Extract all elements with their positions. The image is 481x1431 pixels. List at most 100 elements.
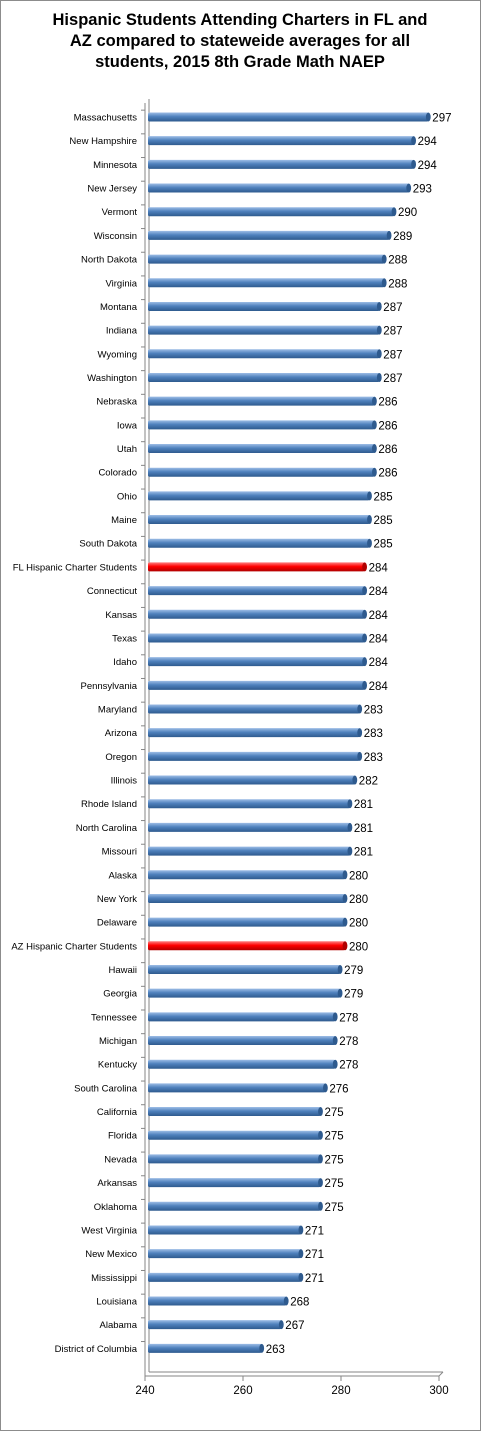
bar-body <box>148 112 429 122</box>
bar-body <box>148 1107 321 1117</box>
category-label: North Carolina <box>76 823 138 834</box>
bar-body <box>148 846 350 856</box>
category-label: Missouri <box>102 847 137 858</box>
category-label: Maryland <box>98 705 137 716</box>
bar-end-cap <box>332 1012 338 1022</box>
bar-body <box>148 704 360 714</box>
bar-body <box>148 680 365 690</box>
value-label: 285 <box>374 515 393 527</box>
bar <box>148 444 377 454</box>
bar-body <box>148 1059 336 1069</box>
bar <box>148 1083 328 1093</box>
bar-body <box>148 870 345 880</box>
x-axis-floor-edge <box>438 1371 444 1377</box>
value-label: 284 <box>369 633 389 645</box>
highlight-bar <box>148 562 367 572</box>
chart-title-line-1: Hispanic Students Attending Charters in … <box>52 11 428 29</box>
value-label: 286 <box>378 420 397 432</box>
bar-body <box>148 1154 321 1164</box>
bar-body <box>148 1320 282 1330</box>
bar-end-cap <box>298 1225 304 1235</box>
bar-end-cap <box>332 1059 338 1069</box>
bar-body <box>148 988 341 998</box>
bar-end-cap <box>367 491 372 501</box>
value-label: 284 <box>369 562 389 574</box>
bar <box>148 586 367 596</box>
bar <box>148 1272 304 1282</box>
bar-body <box>148 183 409 193</box>
category-label: Kansas <box>105 610 137 621</box>
bar <box>148 301 382 311</box>
bar-end-cap <box>372 444 377 454</box>
bar-body <box>148 230 390 240</box>
bar <box>148 207 397 217</box>
category-label: Texas <box>112 633 137 644</box>
value-label: 293 <box>413 184 432 196</box>
value-label: 275 <box>325 1202 344 1214</box>
bar-body <box>148 396 375 406</box>
bar-end-cap <box>318 1130 323 1140</box>
value-label: 279 <box>344 965 363 977</box>
category-label: New York <box>97 894 137 905</box>
bar <box>148 1225 304 1235</box>
bar-end-cap <box>362 586 367 596</box>
category-label: Alabama <box>100 1320 138 1331</box>
value-label: 286 <box>378 397 397 409</box>
bar-end-cap <box>372 396 377 406</box>
category-label: New Hampshire <box>69 136 137 147</box>
bar-body <box>148 657 365 667</box>
bar-body <box>148 822 350 832</box>
value-label: 275 <box>325 1178 344 1190</box>
category-label: New Jersey <box>87 184 137 195</box>
category-label: Ohio <box>117 491 137 502</box>
value-label: 278 <box>339 1012 358 1024</box>
bar-end-cap <box>362 633 367 643</box>
bar-end-cap <box>347 799 353 809</box>
bar <box>148 230 392 240</box>
bar <box>148 136 416 146</box>
category-label: South Dakota <box>79 539 137 550</box>
bar-end-cap <box>318 1178 323 1188</box>
bar <box>148 372 382 382</box>
category-label: Rhode Island <box>81 799 137 810</box>
value-label: 284 <box>369 586 389 598</box>
bar-end-cap <box>337 988 343 998</box>
category-label: Arizona <box>105 728 138 739</box>
value-label: 271 <box>305 1225 324 1237</box>
value-label: 294 <box>418 160 438 172</box>
value-label: 267 <box>285 1320 304 1332</box>
bar-end-cap <box>318 1201 323 1211</box>
value-label: 280 <box>349 870 368 882</box>
bar-end-cap <box>381 278 387 288</box>
bar-end-cap <box>342 941 348 951</box>
bar <box>148 1320 284 1330</box>
bar-body <box>148 1012 336 1022</box>
bar-body <box>148 1130 321 1140</box>
bar-end-cap <box>318 1154 323 1164</box>
bar-end-cap <box>411 136 416 146</box>
bar <box>148 775 358 785</box>
bar-body <box>148 964 341 974</box>
bar-end-cap <box>357 704 363 714</box>
x-tick-label: 280 <box>331 1385 350 1397</box>
bar-end-cap <box>425 112 431 122</box>
bar <box>148 325 382 335</box>
bar-end-cap <box>376 349 382 359</box>
bar-end-cap <box>318 1107 323 1117</box>
value-label: 281 <box>354 823 373 835</box>
bar <box>148 1107 323 1117</box>
value-label: 283 <box>364 705 383 717</box>
value-label: 281 <box>354 799 373 811</box>
category-label: Massachusetts <box>74 113 138 124</box>
value-label: 285 <box>374 539 393 551</box>
bar <box>148 254 387 264</box>
bar-body <box>148 1296 287 1306</box>
bar-end-cap <box>376 325 382 335</box>
bar-end-cap <box>362 680 367 690</box>
value-label: 275 <box>325 1107 344 1119</box>
bar-body <box>148 1225 301 1235</box>
bar-body <box>148 420 375 430</box>
bar-body <box>148 609 365 619</box>
bar-body <box>148 444 375 454</box>
category-label: Alaska <box>108 870 137 881</box>
